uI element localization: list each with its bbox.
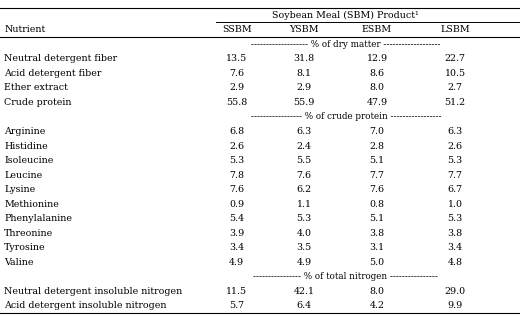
Text: Threonine: Threonine <box>4 229 54 238</box>
Text: 5.0: 5.0 <box>369 258 385 267</box>
Text: 8.0: 8.0 <box>370 287 384 296</box>
Text: 7.8: 7.8 <box>229 171 244 180</box>
Text: 7.6: 7.6 <box>229 185 244 194</box>
Text: 8.0: 8.0 <box>370 83 384 92</box>
Text: Soybean Meal (SBM) Product¹: Soybean Meal (SBM) Product¹ <box>272 11 419 20</box>
Text: 2.6: 2.6 <box>447 141 463 151</box>
Text: 6.4: 6.4 <box>296 301 312 310</box>
Text: 7.6: 7.6 <box>296 171 312 180</box>
Text: 2.6: 2.6 <box>229 141 244 151</box>
Text: LSBM: LSBM <box>440 25 470 34</box>
Text: 5.7: 5.7 <box>229 301 244 310</box>
Text: 5.3: 5.3 <box>296 214 312 223</box>
Text: 22.7: 22.7 <box>445 54 465 63</box>
Text: 5.1: 5.1 <box>369 214 385 223</box>
Text: 4.9: 4.9 <box>296 258 312 267</box>
Text: 4.9: 4.9 <box>229 258 244 267</box>
Text: Leucine: Leucine <box>4 171 43 180</box>
Text: 6.3: 6.3 <box>447 127 463 136</box>
Text: Valine: Valine <box>4 258 34 267</box>
Text: 55.9: 55.9 <box>293 98 315 107</box>
Text: ----------------- % of crude protein -----------------: ----------------- % of crude protein ---… <box>251 113 441 121</box>
Text: Arginine: Arginine <box>4 127 46 136</box>
Text: Acid detergent insoluble nitrogen: Acid detergent insoluble nitrogen <box>4 301 166 310</box>
Text: 5.3: 5.3 <box>447 214 463 223</box>
Text: 0.8: 0.8 <box>370 200 384 209</box>
Text: 2.8: 2.8 <box>370 141 384 151</box>
Text: 4.8: 4.8 <box>448 258 462 267</box>
Text: 7.6: 7.6 <box>229 69 244 78</box>
Text: 3.8: 3.8 <box>369 229 385 238</box>
Text: 3.4: 3.4 <box>229 243 244 252</box>
Text: 6.7: 6.7 <box>447 185 463 194</box>
Text: 11.5: 11.5 <box>226 287 247 296</box>
Text: 55.8: 55.8 <box>226 98 247 107</box>
Text: 0.9: 0.9 <box>229 200 244 209</box>
Text: 47.9: 47.9 <box>367 98 387 107</box>
Text: 2.7: 2.7 <box>448 83 462 92</box>
Text: 5.4: 5.4 <box>229 214 244 223</box>
Text: 2.9: 2.9 <box>229 83 244 92</box>
Text: 8.1: 8.1 <box>297 69 311 78</box>
Text: Lysine: Lysine <box>4 185 35 194</box>
Text: 9.9: 9.9 <box>447 301 463 310</box>
Text: 6.2: 6.2 <box>296 185 312 194</box>
Text: Neutral detergent insoluble nitrogen: Neutral detergent insoluble nitrogen <box>4 287 183 296</box>
Text: Isoleucine: Isoleucine <box>4 156 54 165</box>
Text: 1.0: 1.0 <box>448 200 462 209</box>
Text: 5.5: 5.5 <box>296 156 312 165</box>
Text: 13.5: 13.5 <box>226 54 247 63</box>
Text: 7.7: 7.7 <box>448 171 462 180</box>
Text: Tyrosine: Tyrosine <box>4 243 46 252</box>
Text: 10.5: 10.5 <box>445 69 465 78</box>
Text: 51.2: 51.2 <box>445 98 465 107</box>
Text: ESBM: ESBM <box>362 25 392 34</box>
Text: 4.2: 4.2 <box>370 301 384 310</box>
Text: Ether extract: Ether extract <box>4 83 68 92</box>
Text: SSBM: SSBM <box>222 25 251 34</box>
Text: Methionine: Methionine <box>4 200 59 209</box>
Text: 5.1: 5.1 <box>369 156 385 165</box>
Text: 7.0: 7.0 <box>370 127 384 136</box>
Text: 3.9: 3.9 <box>229 229 244 238</box>
Text: 4.0: 4.0 <box>297 229 311 238</box>
Text: 6.3: 6.3 <box>296 127 312 136</box>
Text: 3.4: 3.4 <box>447 243 463 252</box>
Text: 3.8: 3.8 <box>447 229 463 238</box>
Text: 5.3: 5.3 <box>229 156 244 165</box>
Text: 2.9: 2.9 <box>296 83 312 92</box>
Text: 7.7: 7.7 <box>370 171 384 180</box>
Text: 8.6: 8.6 <box>369 69 385 78</box>
Text: ------------------- % of dry matter -------------------: ------------------- % of dry matter ----… <box>251 40 440 49</box>
Text: Crude protein: Crude protein <box>4 98 72 107</box>
Text: Neutral detergent fiber: Neutral detergent fiber <box>4 54 118 63</box>
Text: 42.1: 42.1 <box>294 287 315 296</box>
Text: 1.1: 1.1 <box>297 200 311 209</box>
Text: YSBM: YSBM <box>290 25 319 34</box>
Text: Phenylalanine: Phenylalanine <box>4 214 72 223</box>
Text: 3.5: 3.5 <box>296 243 312 252</box>
Text: 12.9: 12.9 <box>367 54 387 63</box>
Text: 7.6: 7.6 <box>369 185 385 194</box>
Text: 3.1: 3.1 <box>369 243 385 252</box>
Text: Nutrient: Nutrient <box>4 25 45 34</box>
Text: 31.8: 31.8 <box>294 54 315 63</box>
Text: 29.0: 29.0 <box>445 287 465 296</box>
Text: 6.8: 6.8 <box>229 127 244 136</box>
Text: Acid detergent fiber: Acid detergent fiber <box>4 69 101 78</box>
Text: 5.3: 5.3 <box>447 156 463 165</box>
Text: 2.4: 2.4 <box>297 141 311 151</box>
Text: Histidine: Histidine <box>4 141 48 151</box>
Text: ---------------- % of total nitrogen ----------------: ---------------- % of total nitrogen ---… <box>253 272 438 281</box>
